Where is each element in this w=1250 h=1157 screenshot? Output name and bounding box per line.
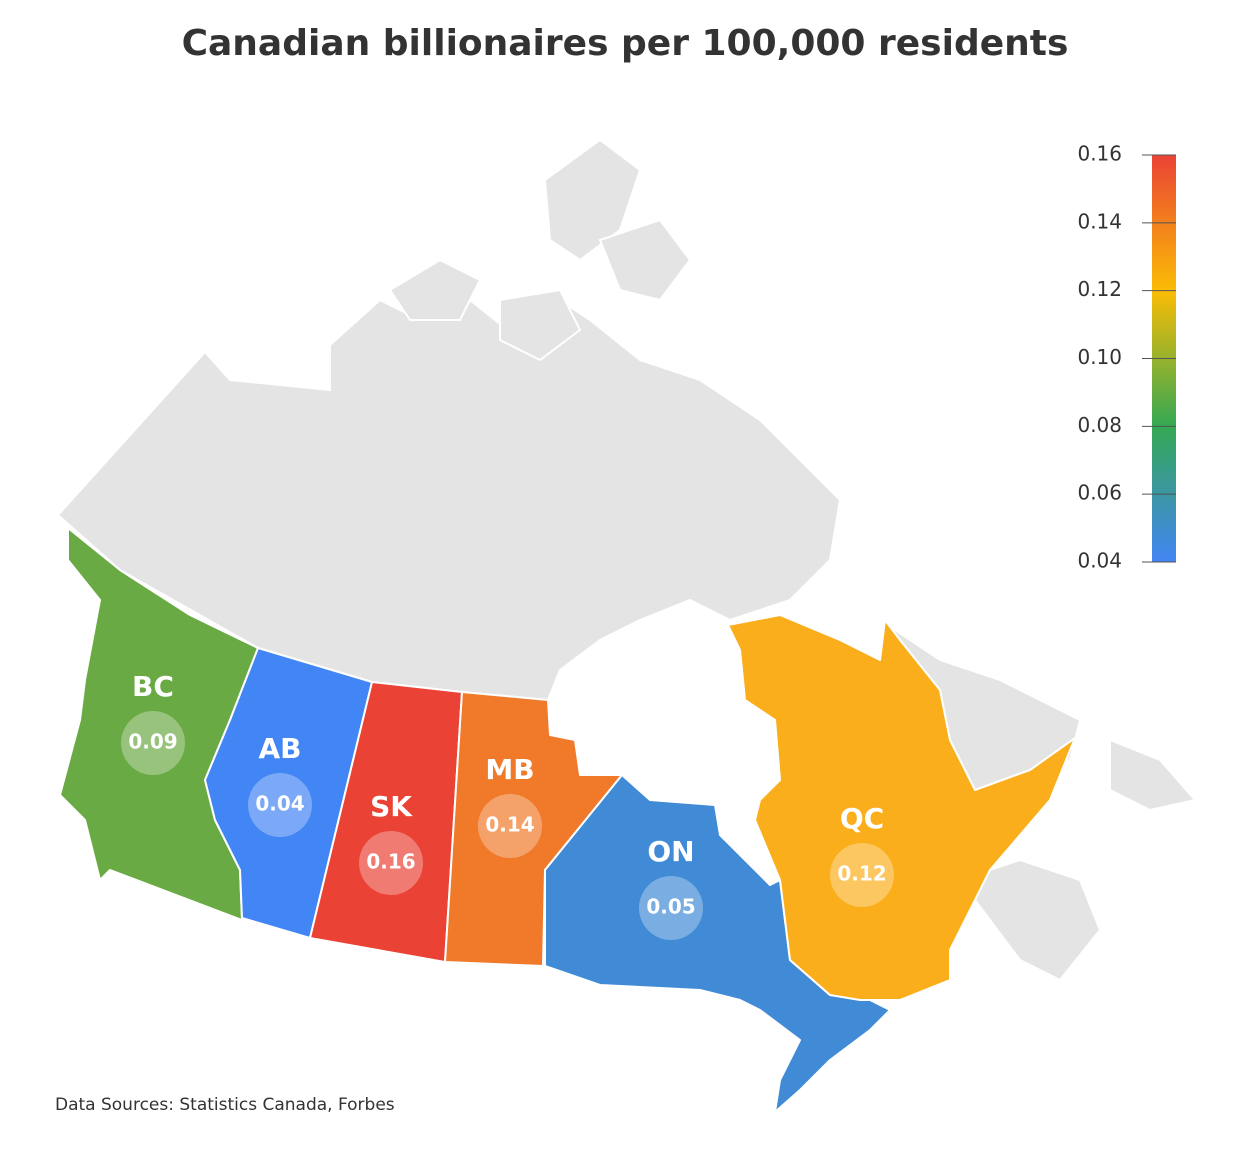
value-badge: [830, 843, 894, 907]
region-name: BC: [132, 670, 174, 703]
background-land: [56, 138, 1197, 982]
chart-title: Canadian billionaires per 100,000 reside…: [182, 23, 1069, 64]
value-label: 0.12: [837, 862, 886, 886]
value-label: 0.05: [646, 895, 695, 919]
colorbar-tick-label: 0.04: [1077, 549, 1122, 573]
value-label: 0.04: [255, 792, 304, 816]
region-name: QC: [840, 802, 884, 835]
value-label: 0.16: [366, 850, 415, 874]
colorbar-tick-label: 0.12: [1077, 277, 1122, 301]
value-label: 0.09: [128, 730, 177, 754]
colorbar-tick-label: 0.16: [1077, 142, 1122, 166]
colorbar-tick-label: 0.10: [1077, 345, 1122, 369]
region-name: AB: [258, 732, 301, 765]
region-name: ON: [647, 835, 694, 868]
colorbar-tick-label: 0.08: [1077, 413, 1122, 437]
value-badge: [359, 831, 423, 895]
region-name: SK: [370, 790, 413, 823]
source-note: Data Sources: Statistics Canada, Forbes: [55, 1095, 395, 1115]
province: [727, 614, 1076, 1001]
value-badge: [121, 711, 185, 775]
region-name: MB: [485, 753, 534, 786]
colorbar-tick-label: 0.14: [1077, 209, 1122, 233]
province: [544, 774, 891, 1113]
value-badge: [639, 876, 703, 940]
colorbar-tick-label: 0.06: [1077, 481, 1122, 505]
value-badge: [478, 794, 542, 858]
province: [59, 527, 259, 921]
value-label: 0.14: [485, 813, 534, 837]
province: [444, 691, 623, 967]
value-badge: [248, 773, 312, 837]
